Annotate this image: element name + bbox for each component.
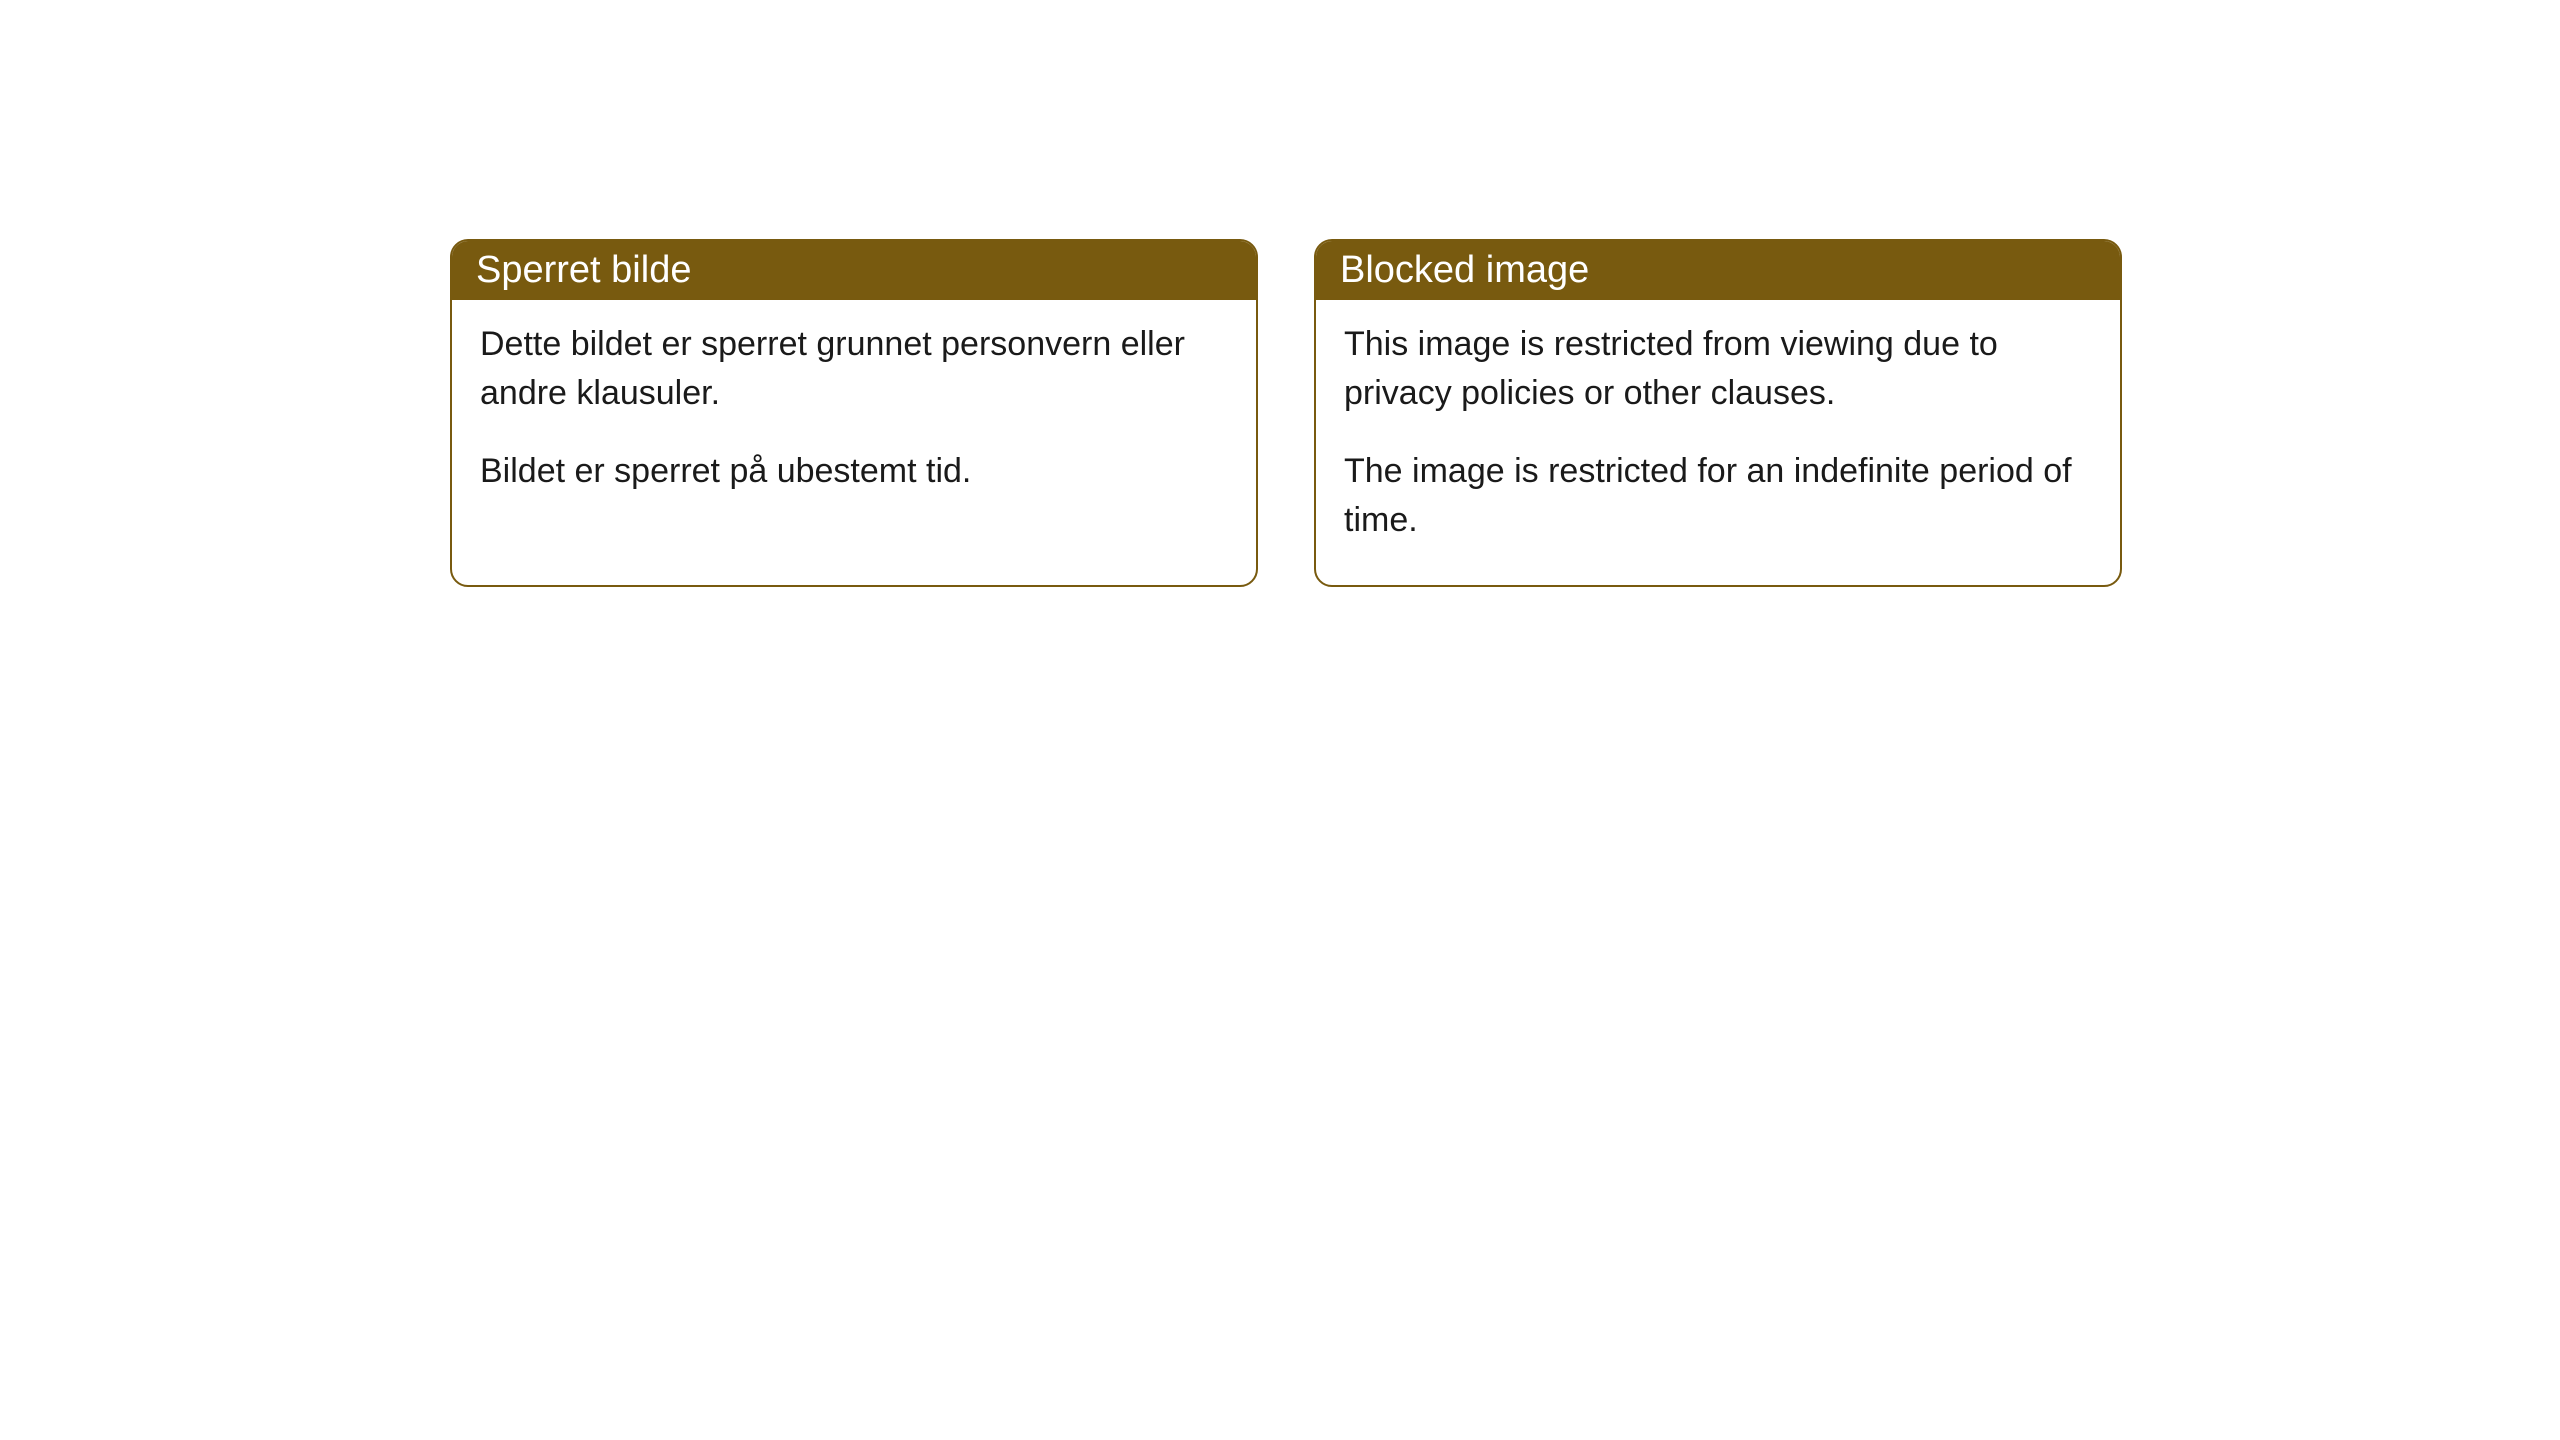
blocked-image-cards: Sperret bilde Dette bildet er sperret gr… xyxy=(450,239,2122,587)
card-body-norwegian: Dette bildet er sperret grunnet personve… xyxy=(452,300,1256,536)
card-body-english: This image is restricted from viewing du… xyxy=(1316,300,2120,585)
card-paragraph: This image is restricted from viewing du… xyxy=(1344,320,2092,419)
card-paragraph: Bildet er sperret på ubestemt tid. xyxy=(480,447,1228,496)
card-norwegian: Sperret bilde Dette bildet er sperret gr… xyxy=(450,239,1258,587)
card-english: Blocked image This image is restricted f… xyxy=(1314,239,2122,587)
card-title-english: Blocked image xyxy=(1316,241,2120,300)
card-title-norwegian: Sperret bilde xyxy=(452,241,1256,300)
card-paragraph: Dette bildet er sperret grunnet personve… xyxy=(480,320,1228,419)
card-paragraph: The image is restricted for an indefinit… xyxy=(1344,447,2092,546)
